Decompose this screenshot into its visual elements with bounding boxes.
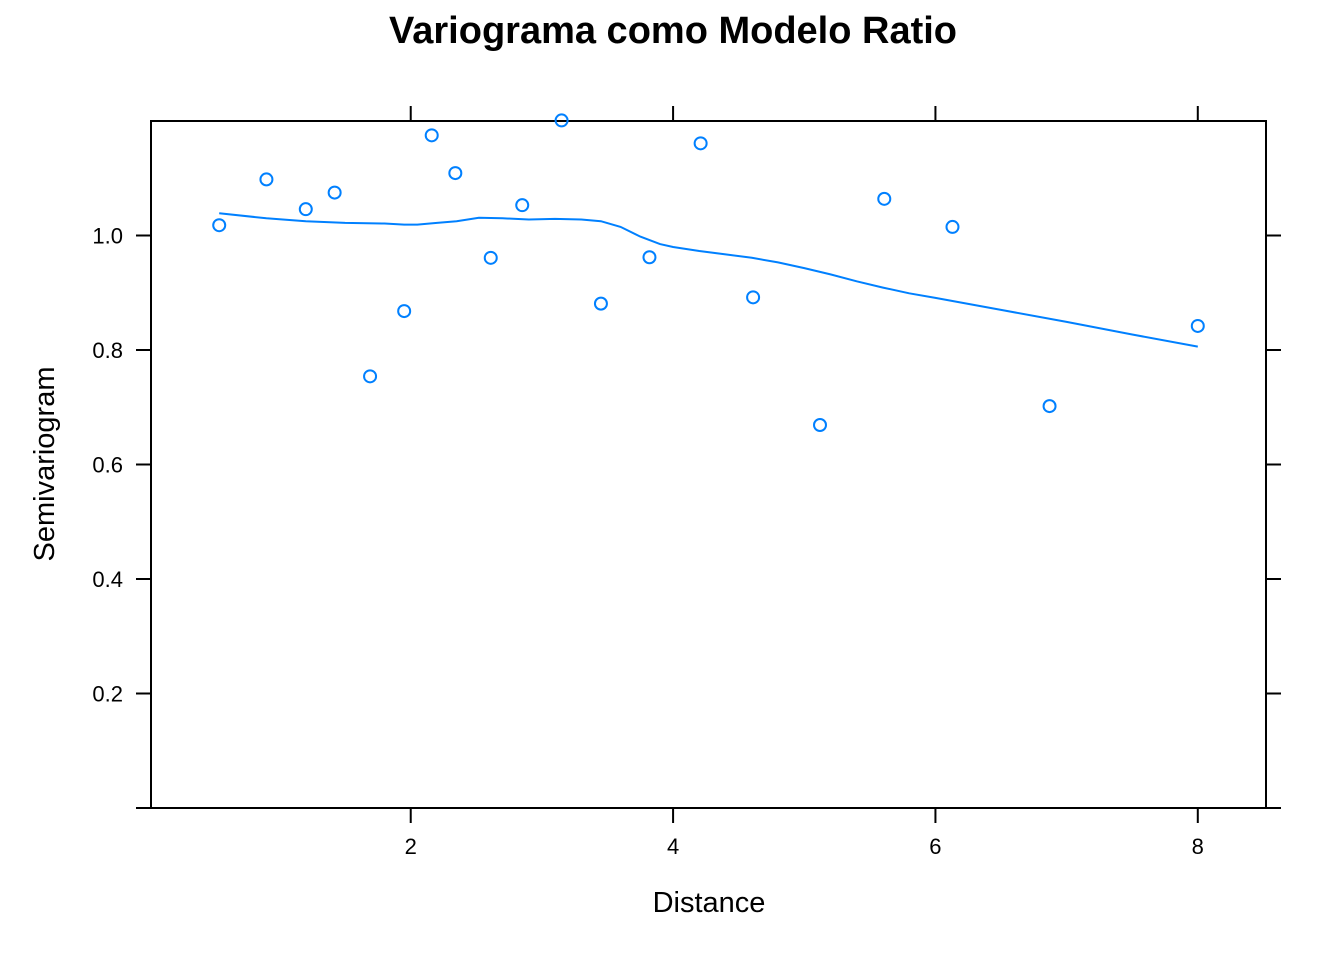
data-point [877, 191, 892, 206]
chart-title: Variograma como Modelo Ratio [389, 10, 957, 52]
data-point [642, 250, 657, 265]
x-tick-label: 6 [929, 834, 941, 859]
data-point [397, 304, 412, 319]
data-point [212, 218, 227, 233]
data-layer [212, 113, 1205, 432]
x-tick-label: 4 [667, 834, 679, 859]
data-point [448, 166, 463, 181]
data-point [945, 219, 960, 234]
data-point [483, 250, 498, 265]
data-point [693, 136, 708, 151]
x-tick-label: 8 [1192, 834, 1204, 859]
y-axis-ticks: 0.2 0.4 0.6 0.8 1.0 [92, 224, 1281, 809]
data-point [298, 202, 313, 217]
data-point [259, 172, 274, 187]
y-tick-label: 0.2 [92, 682, 123, 707]
x-axis-label: Distance [653, 887, 766, 919]
data-point [515, 198, 530, 213]
smooth-trend-line [219, 212, 1198, 348]
data-point [554, 113, 569, 128]
data-point [363, 369, 378, 384]
y-tick-label: 0.4 [92, 567, 123, 592]
y-tick-label: 0.8 [92, 338, 123, 363]
y-tick-label: 0.6 [92, 453, 123, 478]
data-point [593, 296, 608, 311]
data-point [424, 128, 439, 143]
data-point [1042, 399, 1057, 414]
y-tick-label: 1.0 [92, 224, 123, 249]
data-point [1190, 318, 1205, 333]
x-tick-label: 2 [405, 834, 417, 859]
x-axis-ticks: 2 4 6 8 [405, 106, 1204, 859]
data-point [746, 290, 761, 305]
y-axis-label: Semivariogram [29, 367, 61, 562]
data-point [327, 185, 342, 200]
data-point [813, 417, 827, 432]
plot-frame [150, 120, 1267, 809]
